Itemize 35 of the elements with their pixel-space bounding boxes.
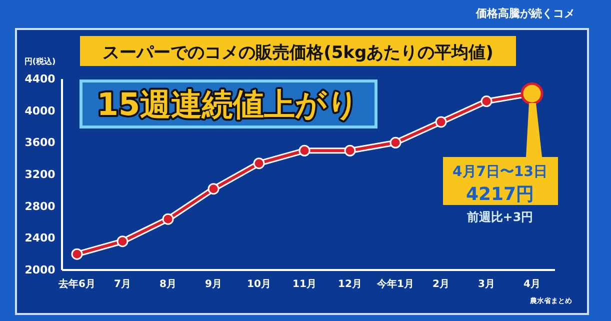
point [208, 183, 220, 195]
x-tick-label: 今年1月 [376, 278, 414, 290]
point [480, 96, 492, 108]
y-tick-label: 4400 [24, 72, 56, 86]
x-tick-label: 8月 [160, 279, 176, 290]
annotation: 4217円 [466, 184, 534, 205]
x-tick-label: 7月 [114, 279, 131, 290]
point [116, 236, 128, 248]
point [298, 144, 310, 156]
y-tick-label: 2400 [24, 232, 56, 245]
x-tick-label: 2月 [432, 279, 450, 290]
annotation: 4月7日〜13日 [452, 164, 548, 180]
x-tick-label: 4月 [524, 279, 540, 290]
point [435, 116, 447, 128]
chart-subtitle: 15週連続値上がり [96, 87, 360, 123]
x-tick-label: 9月 [205, 279, 222, 290]
annotation: 前週比+3円 [466, 210, 534, 224]
y-tick-label: 3600 [24, 136, 56, 150]
point [253, 158, 265, 170]
y-tick-label: 4000 [24, 104, 56, 118]
point [344, 144, 356, 156]
point [162, 213, 174, 225]
x-tick-label: 12月 [338, 279, 362, 290]
chart-title: スーパーでのコメの販売価格(5kgあたりの平均値) [102, 43, 494, 63]
y-tick-label: 2000 [24, 264, 56, 276]
point [71, 248, 83, 260]
x-tick-label: 去年6月 [58, 278, 96, 290]
y-axis-title: 円(税込) [24, 57, 56, 66]
x-tick-label: 10月 [247, 279, 271, 290]
y-tick-label: 3200 [24, 168, 56, 181]
x-tick-label: 11月 [292, 279, 316, 290]
x-tick-label: 3月 [478, 279, 495, 290]
point [390, 136, 402, 148]
text: 価格高騰が続くコメ [475, 7, 575, 20]
y-tick-label: 2800 [24, 200, 56, 213]
